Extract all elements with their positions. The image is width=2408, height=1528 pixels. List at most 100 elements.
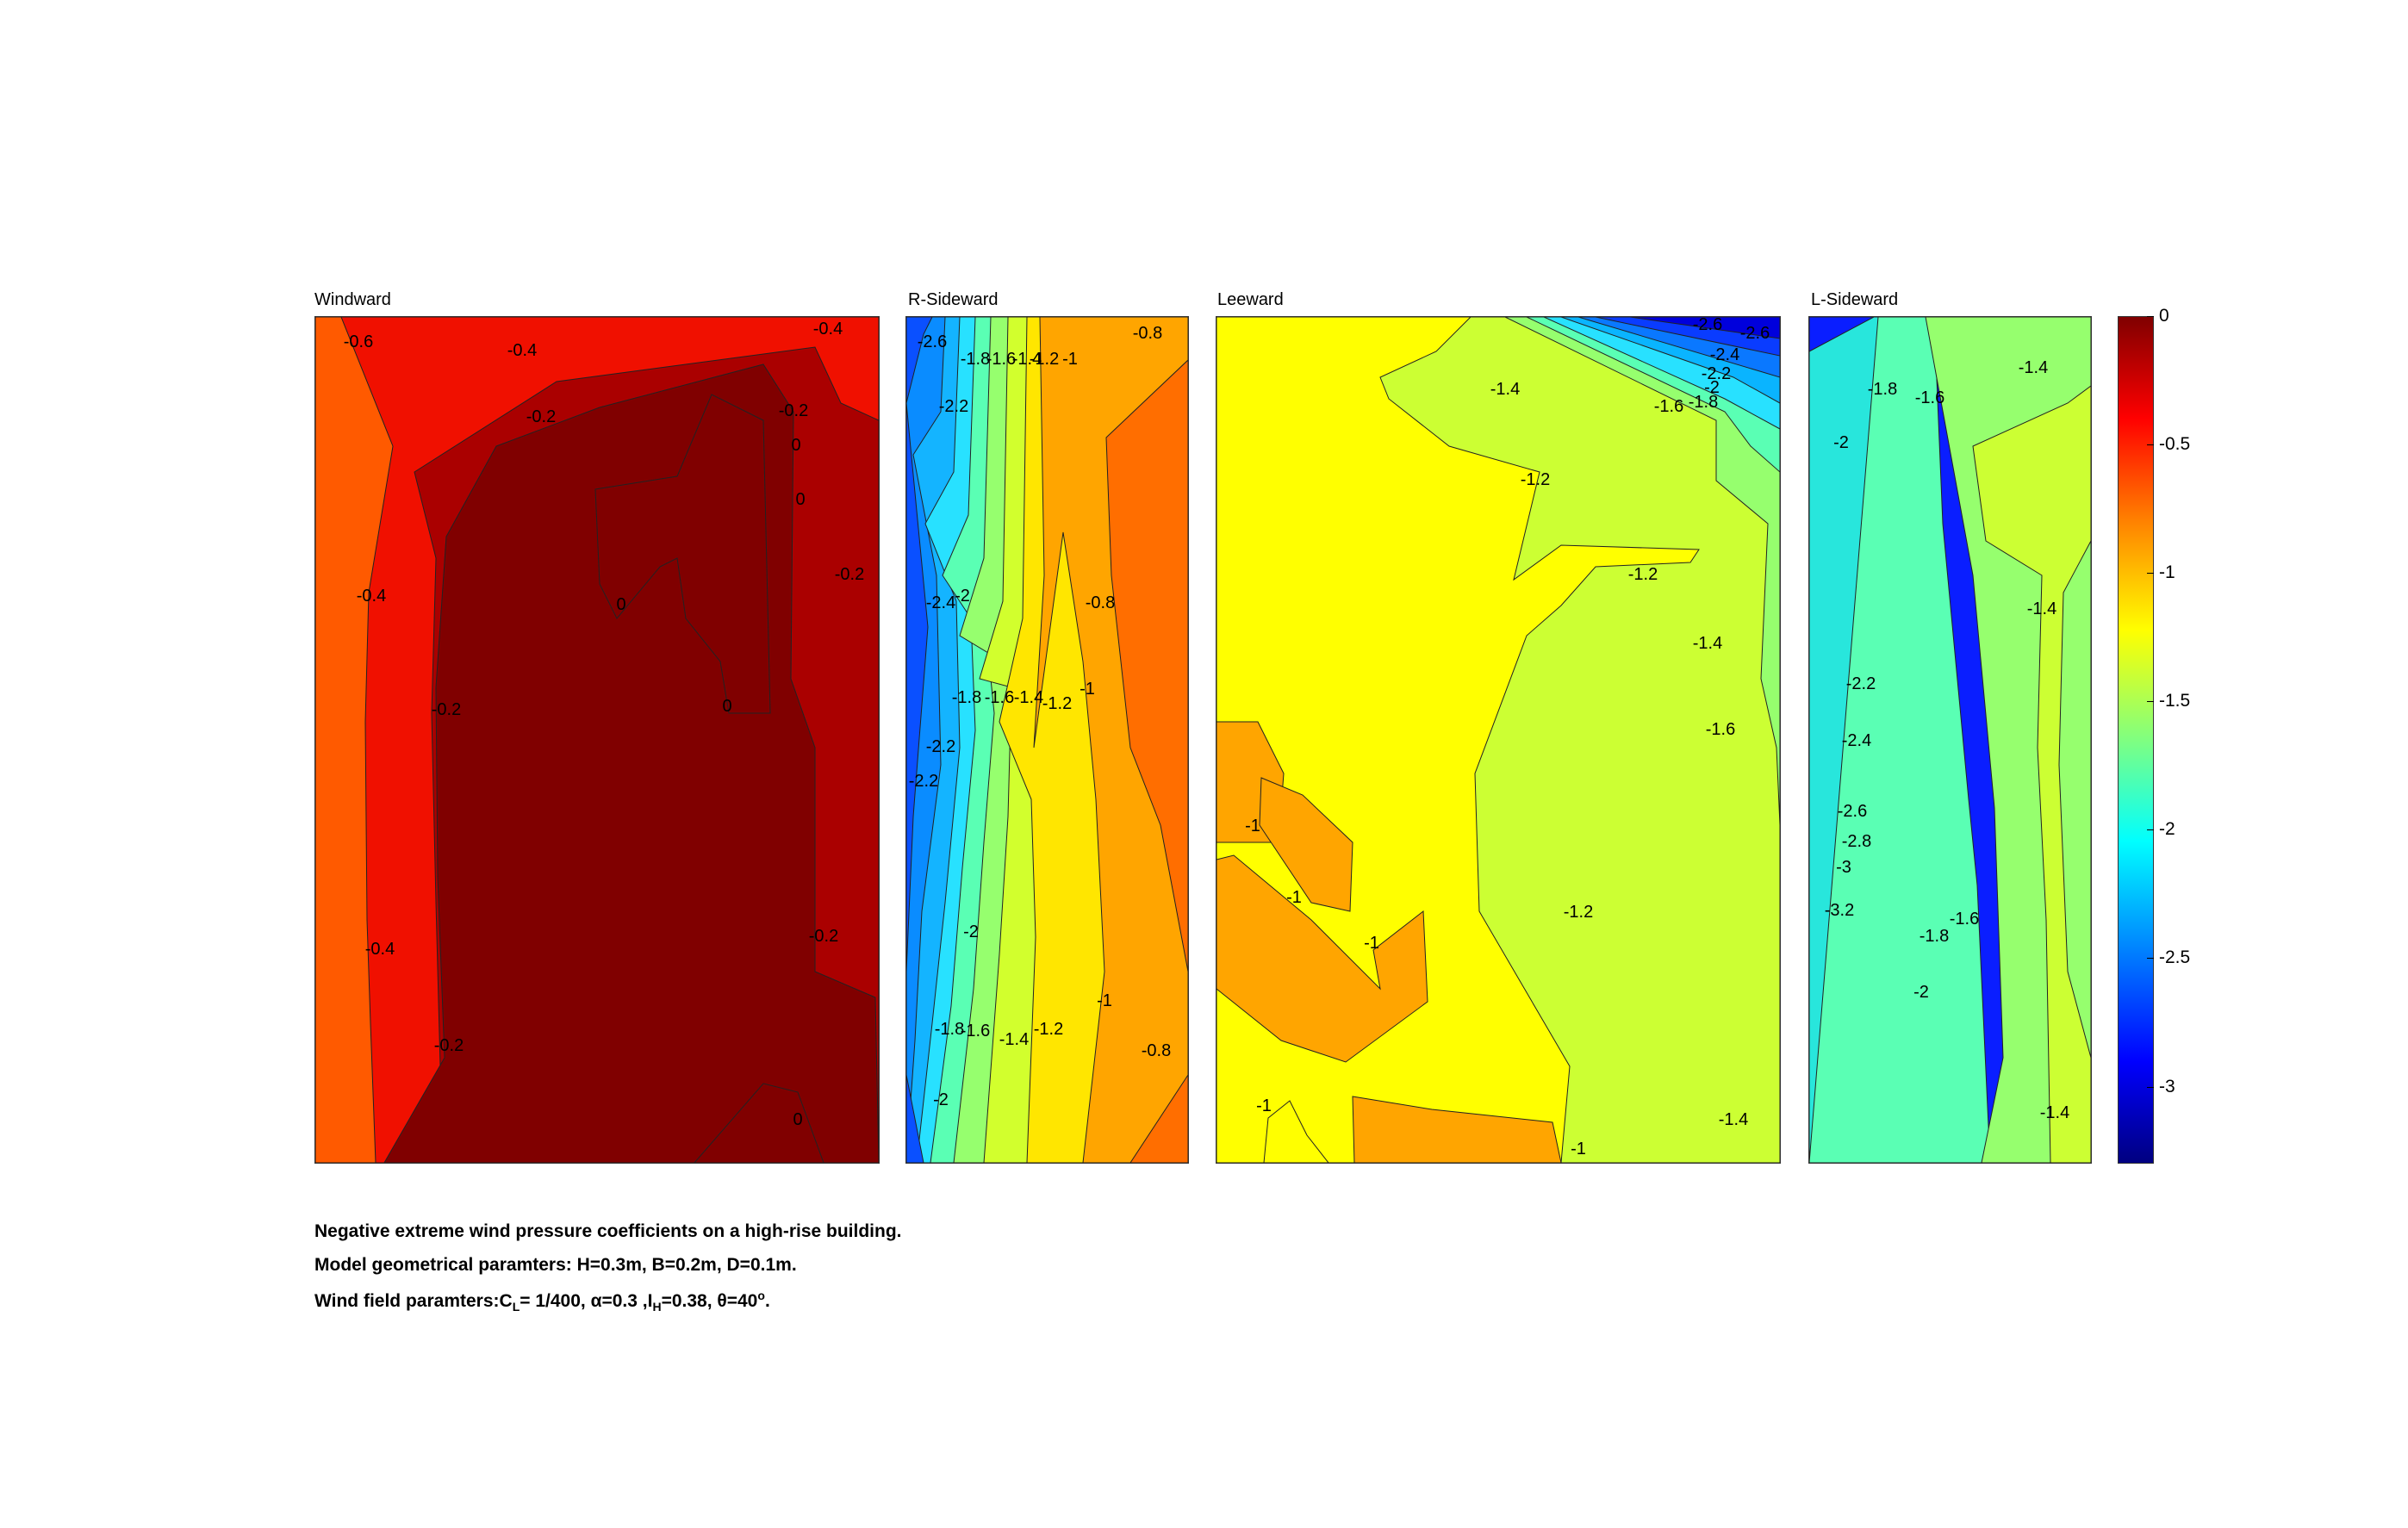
contour-label: -1.2 xyxy=(1564,903,1593,922)
contour-plot-r-sideward: -2.6-1.8-1.6-1.4-1.2 -1-0.8-2.2-2-2.4 -0.8… xyxy=(906,317,1188,1163)
colorbar-tick-label: -2 xyxy=(2159,819,2175,840)
contour-band xyxy=(1352,1096,1562,1163)
contour-label: -2.6 xyxy=(1693,317,1722,334)
colorbar-tick-label: 0 xyxy=(2159,306,2169,326)
contour-label: -0.2 xyxy=(526,407,556,426)
contour-panel-leeward: -2.6 -2.6 -2.4 -2.2 -2 -1.8 -1.6 -1.4 -1.2 -1.2 -1… xyxy=(1216,316,1781,1164)
colorbar-tick-mark xyxy=(2147,316,2154,317)
wind-prefix: Wind field paramters:C xyxy=(314,1291,513,1311)
contour-label: -1.8 xyxy=(935,1020,964,1039)
contour-band xyxy=(1263,1100,1329,1163)
colorbar-tick-mark xyxy=(2147,829,2154,831)
colorbar-tick-label: -1.5 xyxy=(2159,691,2191,711)
contour-label: -1.6 xyxy=(986,350,1016,369)
contour-label: -0.2 xyxy=(809,927,838,946)
contour-band xyxy=(1105,359,1188,1163)
contour-panel-windward: -0.6 -0.4 -0.4 -0.2 -0.2 0 0 -0.2 -0.4 0 -0.2 0 -0.2… xyxy=(314,316,880,1164)
contour-label: -0.4 xyxy=(357,587,386,606)
contour-label: -0.6 xyxy=(344,332,373,351)
panel-title-windward: Windward xyxy=(314,290,391,309)
caption-line-3: Wind field paramters:CL= 1/400, α=0.3 ,I… xyxy=(314,1289,770,1314)
contour-label: -1.4 xyxy=(1012,350,1042,369)
contour-band xyxy=(1216,854,1428,1063)
contour-label: -1.8 xyxy=(1868,380,1897,399)
contour-label: -2 xyxy=(1833,433,1849,452)
contour-band xyxy=(1379,317,1780,1163)
contour-label: -2.2 xyxy=(939,397,968,416)
contour-label: -1.2 xyxy=(1628,565,1658,584)
colorbar-tick-label: -2.5 xyxy=(2159,947,2191,968)
contour-label: -2 xyxy=(933,1090,949,1109)
wind-end: . xyxy=(764,1291,770,1311)
contour-label: -1.2 xyxy=(1034,1020,1063,1039)
contour-plot-windward: -0.6 -0.4 -0.4 -0.2 -0.2 0 0 -0.2 -0.4 0 -0.2 0 -0.2… xyxy=(315,317,879,1163)
contour-label: -1 xyxy=(1256,1096,1272,1115)
colorbar-tick-mark xyxy=(2147,573,2154,575)
contour-label: -0.2 xyxy=(779,401,808,420)
contour-label: -2 xyxy=(963,922,979,941)
colorbar-tick-mark xyxy=(2147,1086,2154,1088)
contour-label: -0.2 xyxy=(432,700,461,719)
contour-label: -0.8 xyxy=(1142,1041,1171,1060)
contour-label: -0.4 xyxy=(813,320,843,339)
contour-label: -1.8 xyxy=(952,688,981,707)
cl-subscript: L xyxy=(512,1300,520,1314)
contour-label: -2.2 xyxy=(926,737,955,756)
contour-label: -1.8 xyxy=(961,350,990,369)
contour-label: -2.4 xyxy=(1710,345,1739,364)
contour-label: 0 xyxy=(795,490,805,509)
contour-label: -1.4 xyxy=(2040,1103,2069,1122)
contour-label: -1.6 xyxy=(985,688,1014,707)
colorbar-tick-label: -1 xyxy=(2159,562,2175,583)
contour-label: -1.2 xyxy=(1030,350,1059,369)
contour-label: -1.4 xyxy=(1693,634,1722,653)
contour-label: -1 xyxy=(1245,817,1260,835)
panel-title-r-sideward: R-Sideward xyxy=(908,290,999,309)
contour-label: -1.6 xyxy=(1915,388,1944,407)
contour-label: -2.2 xyxy=(1702,364,1731,383)
colorbar xyxy=(2118,316,2154,1164)
contour-label: -1.4 xyxy=(1490,380,1520,399)
contour-label: -1.8 xyxy=(1689,393,1718,412)
contour-label: -1 xyxy=(1571,1140,1586,1158)
ih-subscript: H xyxy=(652,1300,662,1314)
contour-panel-l-sideward: -1.8 -1.6 -1.4 -2 -1.4 -2.2 -2.4 -2.6 -2.8 -3 -3.2… xyxy=(1808,316,2092,1164)
contour-label: -1 xyxy=(1364,934,1379,953)
contour-label: -2.4 xyxy=(926,593,955,612)
contour-panel-r-sideward: -2.6 -1.8 -1.6 -1.4 -1.2 -1 -0.8 -2.2 -2 -2.4 -0.8… xyxy=(905,316,1189,1164)
contour-label: -1.6 xyxy=(1950,910,1979,929)
contour-label: -0.2 xyxy=(835,565,864,584)
contour-label: -2.2 xyxy=(1846,674,1876,693)
contour-label: -2.8 xyxy=(1842,832,1871,851)
contour-label: 0 xyxy=(793,1110,802,1129)
contour-band xyxy=(594,394,771,714)
contour-label: -1.4 xyxy=(2019,358,2048,377)
contour-label: -1 xyxy=(1286,888,1302,907)
contour-label: 0 xyxy=(722,697,731,716)
ih-value: =0.38, xyxy=(661,1291,718,1311)
contour-label: -0.4 xyxy=(365,940,395,959)
contour-label: 0 xyxy=(616,595,625,614)
contour-label: -2.6 xyxy=(1838,802,1867,821)
contour-plot-leeward: -2.6 -2.6-2.4-2.2-2-1.8-1.6-1.4-1.2-1.2-1… xyxy=(1216,317,1780,1163)
contour-label: -2 xyxy=(1704,378,1720,397)
contour-label: -2.6 xyxy=(918,332,947,351)
contour-label: -1 xyxy=(1080,680,1095,699)
colorbar-tick-mark xyxy=(2147,958,2154,960)
colorbar-tick-mark xyxy=(2147,444,2154,446)
caption-line-1: Negative extreme wind pressure coefficie… xyxy=(314,1221,902,1241)
contour-label: -1.4 xyxy=(999,1030,1029,1049)
contour-label: -2.6 xyxy=(1740,324,1770,343)
contour-label: -2 xyxy=(955,587,970,606)
contour-label: -2.2 xyxy=(909,772,938,791)
colorbar-tick-label: -3 xyxy=(2159,1076,2175,1096)
contour-label: -1.8 xyxy=(1920,927,1949,946)
theta-superscript: o xyxy=(757,1289,765,1302)
contour-label: -1.6 xyxy=(1706,720,1735,739)
contour-band xyxy=(906,1074,924,1163)
contour-label: -2.4 xyxy=(1842,731,1871,750)
contour-label: -2 xyxy=(1913,983,1929,1002)
colorbar-tick-label: -0.5 xyxy=(2159,434,2191,455)
contour-label: -3.2 xyxy=(1825,901,1854,920)
alpha-value: α=0.3 ,I xyxy=(590,1291,653,1311)
